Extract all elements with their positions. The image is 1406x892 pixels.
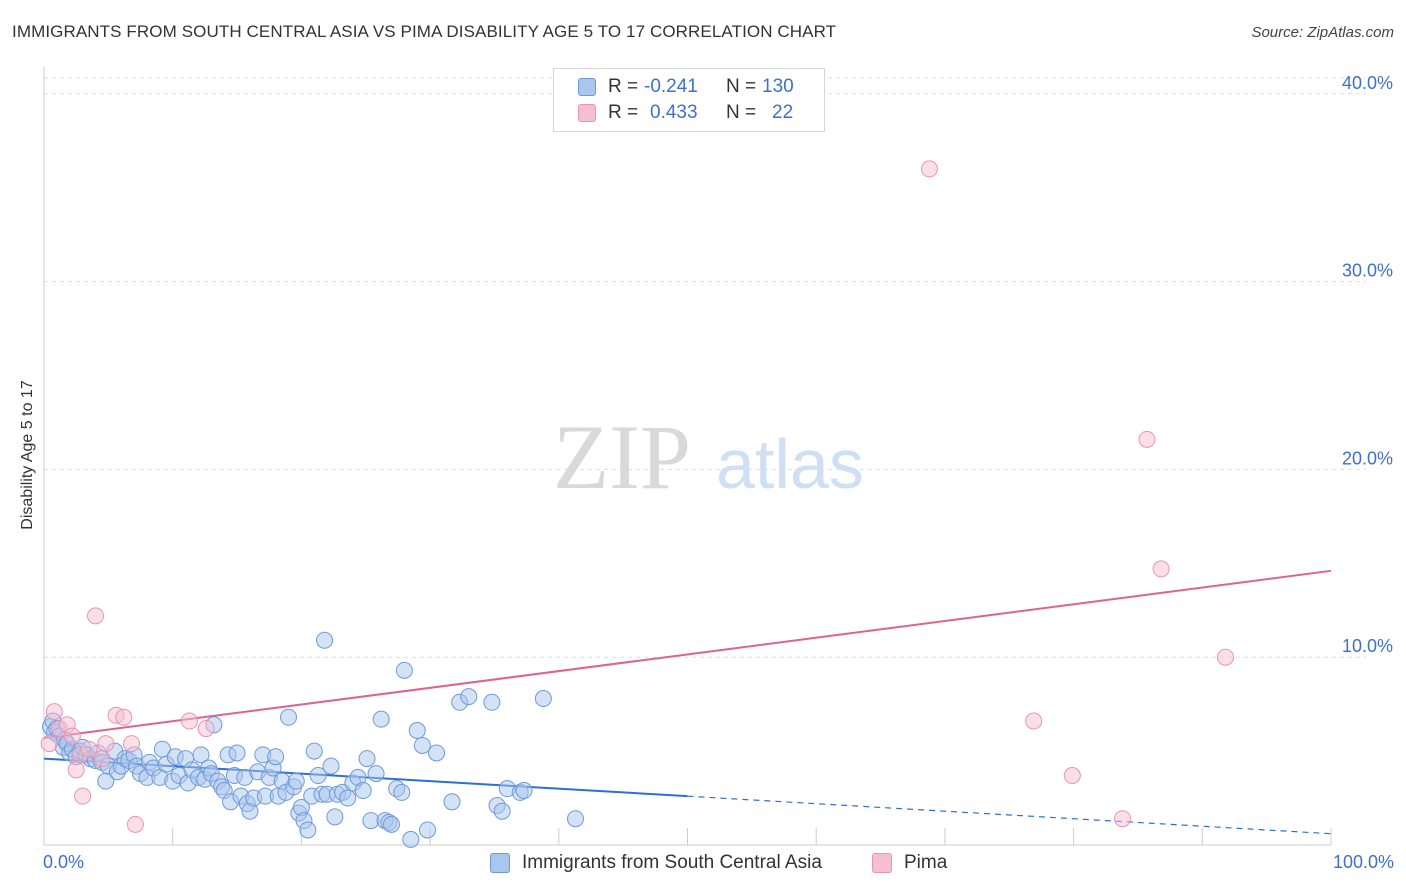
r-label: R = xyxy=(608,76,639,97)
point-south-central-asia xyxy=(322,757,340,775)
point-pima xyxy=(80,740,98,758)
point-south-central-asia xyxy=(408,721,426,739)
point-south-central-asia xyxy=(299,821,317,839)
y-tick-label: 30.0% xyxy=(1342,261,1393,281)
point-south-central-asia xyxy=(280,708,298,726)
point-south-central-asia xyxy=(443,793,461,811)
point-pima xyxy=(1152,560,1170,578)
x-tick-min: 0.0% xyxy=(43,852,85,872)
point-pima xyxy=(1216,648,1234,666)
watermark: ZIP atlas xyxy=(553,406,864,508)
legend-swatch-blue xyxy=(578,78,596,96)
legend-swatch-pink xyxy=(578,104,596,122)
chart-title: IMMIGRANTS FROM SOUTH CENTRAL ASIA VS PI… xyxy=(12,22,837,41)
n-value-pink: 22 xyxy=(772,102,794,123)
series-legend: Immigrants from South Central Asia Pima xyxy=(0,852,1406,878)
legend-item-south-central-asia[interactable]: Immigrants from South Central Asia xyxy=(490,852,822,874)
point-pima xyxy=(40,735,58,753)
point-south-central-asia xyxy=(395,661,413,679)
legend-swatch-pink xyxy=(872,853,892,873)
point-south-central-asia xyxy=(305,742,323,760)
point-south-central-asia xyxy=(534,690,552,708)
n-label: N = xyxy=(726,76,757,97)
n-label: N = xyxy=(726,102,757,123)
point-pima xyxy=(1114,810,1132,828)
legend-item-pima[interactable]: Pima xyxy=(872,852,947,874)
point-south-central-asia xyxy=(287,772,305,790)
point-south-central-asia xyxy=(493,802,511,820)
point-south-central-asia xyxy=(354,782,372,800)
point-pima xyxy=(93,750,111,768)
point-south-central-asia xyxy=(339,789,357,807)
point-south-central-asia xyxy=(428,744,446,762)
point-south-central-asia xyxy=(372,710,390,728)
point-pima xyxy=(45,703,63,721)
trend-line-extension xyxy=(687,795,1332,835)
point-south-central-asia xyxy=(382,815,400,833)
point-south-central-asia xyxy=(228,744,246,762)
y-tick-label: 20.0% xyxy=(1342,448,1393,468)
point-south-central-asia xyxy=(515,782,533,800)
legend-row-blue: R = -0.241 N = 130 xyxy=(578,75,794,99)
point-pima xyxy=(123,735,141,753)
point-pima xyxy=(74,787,92,805)
point-south-central-asia xyxy=(419,821,437,839)
point-pima xyxy=(180,712,198,730)
point-south-central-asia xyxy=(460,688,478,706)
watermark-zip: ZIP xyxy=(553,406,691,508)
point-south-central-asia xyxy=(567,810,585,828)
point-pima xyxy=(1138,430,1156,448)
point-south-central-asia xyxy=(483,693,501,711)
n-value-blue: 130 xyxy=(762,76,794,97)
point-south-central-asia xyxy=(358,750,376,768)
point-south-central-asia xyxy=(309,767,327,785)
point-pima xyxy=(115,708,133,726)
point-pima xyxy=(63,727,81,745)
point-pima xyxy=(126,815,144,833)
r-value-pink: 0.433 xyxy=(650,102,698,123)
legend-row-pink: R = 0.433 N = 22 xyxy=(578,101,793,125)
r-value-blue: -0.241 xyxy=(644,76,698,97)
point-south-central-asia xyxy=(393,783,411,801)
point-south-central-asia xyxy=(367,765,385,783)
axes xyxy=(43,67,1332,846)
point-south-central-asia xyxy=(326,808,344,826)
point-pima xyxy=(86,607,104,625)
legend-label-pima: Pima xyxy=(904,852,948,873)
y-tick-label: 10.0% xyxy=(1342,636,1393,656)
watermark-atlas: atlas xyxy=(716,425,864,503)
point-pima xyxy=(97,735,115,753)
legend-label-south-central-asia: Immigrants from South Central Asia xyxy=(522,852,822,873)
point-pima xyxy=(1025,712,1043,730)
point-pima xyxy=(1063,767,1081,785)
r-label: R = xyxy=(608,102,639,123)
point-south-central-asia xyxy=(413,736,431,754)
point-south-central-asia xyxy=(267,748,285,766)
point-south-central-asia xyxy=(402,830,420,848)
y-tick-labels: 10.0% 20.0% 30.0% 40.0% xyxy=(1342,73,1393,656)
x-tick-max: 100.0% xyxy=(1332,852,1394,872)
trend-line-pima xyxy=(43,569,1332,739)
correlation-legend: R = -0.241 N = 130 R = 0.433 N = 22 xyxy=(553,68,825,132)
data-points xyxy=(40,160,1234,848)
point-pima xyxy=(920,160,938,178)
y-tick-label: 40.0% xyxy=(1342,73,1393,93)
point-pima xyxy=(67,761,85,779)
point-south-central-asia xyxy=(362,812,380,830)
point-south-central-asia xyxy=(316,631,334,649)
legend-swatch-blue xyxy=(490,853,510,873)
source-credit: Source: ZipAtlas.com xyxy=(1251,24,1394,41)
point-pima xyxy=(197,720,215,738)
point-south-central-asia xyxy=(192,746,210,764)
